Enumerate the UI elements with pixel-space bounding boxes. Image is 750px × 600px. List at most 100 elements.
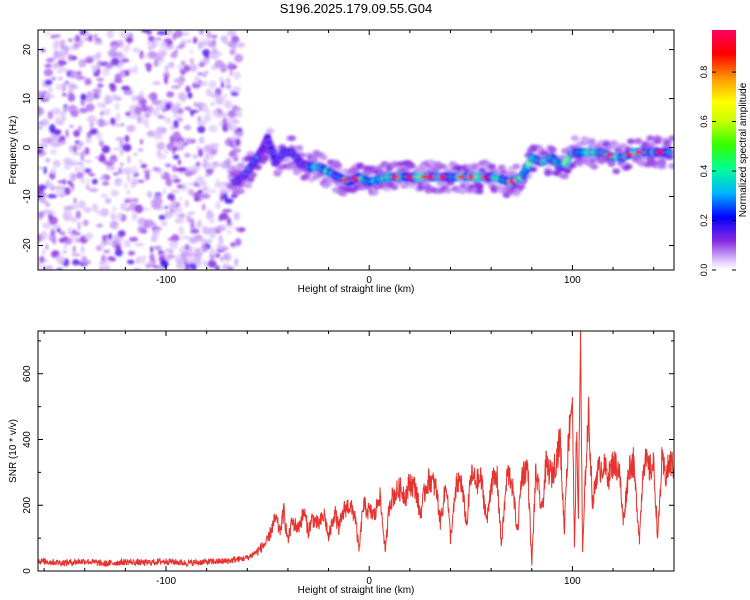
heatmap-cell (189, 63, 198, 72)
heatmap-cell (113, 213, 117, 222)
heatmap-cell (227, 137, 231, 147)
heatmap-cell (121, 85, 131, 91)
heatmap-cell (52, 237, 57, 245)
heatmap-cell (164, 210, 173, 219)
heatmap-cell (137, 217, 146, 226)
heatmap-cell (126, 173, 131, 183)
heatmap-cell (140, 163, 148, 169)
heatmap-cell (164, 248, 173, 253)
heatmap-cell (53, 34, 61, 38)
heatmap-cell (184, 265, 191, 270)
heatmap-cell (63, 157, 73, 164)
heatmap-cell (101, 145, 111, 154)
heatmap-cell (86, 115, 97, 123)
heatmap-cell (201, 203, 206, 211)
heatmap-cell (38, 256, 45, 263)
heatmap-cell (228, 62, 234, 71)
heatmap-cell (214, 60, 224, 68)
heatmap-cell (612, 168, 621, 175)
colorbar-label: Normalized spectral amplitude (738, 82, 749, 217)
heatmap-cell (205, 173, 209, 178)
heatmap-cell (230, 242, 236, 247)
heatmap-cell (220, 35, 228, 43)
y-tick-label: 10 (22, 93, 33, 105)
heatmap-cell (653, 138, 662, 145)
heatmap-cell (57, 180, 63, 184)
heatmap-cell (512, 163, 521, 170)
colorbar-gradient (712, 30, 736, 270)
heatmap-cell (48, 85, 53, 94)
heatmap-cell (230, 91, 239, 97)
heatmap-cell (143, 169, 151, 174)
heatmap-cell (224, 198, 234, 204)
heatmap-cell (155, 126, 166, 135)
heatmap-cell (122, 44, 130, 53)
heatmap-cell (174, 102, 181, 109)
heatmap-cell (52, 159, 61, 168)
heatmap-cell (152, 107, 159, 117)
colorbar-tick-label: 0.2 (699, 214, 709, 227)
heatmap-cell (144, 123, 150, 129)
heatmap-cell (163, 149, 169, 155)
heatmap-cell (100, 193, 109, 198)
heatmap-cell (172, 154, 180, 160)
heatmap-cell (244, 182, 253, 189)
heatmap-cell (158, 214, 166, 221)
heatmap-cell (544, 170, 552, 177)
heatmap-cell (177, 77, 184, 87)
heatmap-cell (235, 138, 241, 146)
heatmap-cell (51, 227, 56, 231)
heatmap-cell (137, 179, 145, 184)
heatmap-cell (40, 138, 51, 142)
heatmap-cell (154, 59, 158, 68)
heatmap-cell (75, 75, 86, 81)
heatmap-cell (71, 217, 77, 223)
heatmap-cell (178, 212, 186, 219)
heatmap-cell (205, 168, 214, 173)
heatmap-cell (59, 231, 66, 235)
heatmap-cell (78, 107, 88, 114)
heatmap-cell (55, 189, 65, 196)
heatmap-cell (115, 112, 121, 122)
heatmap-cell (127, 32, 134, 39)
heatmap-cell (82, 220, 89, 225)
heatmap-cell (219, 193, 224, 202)
heatmap-cell (475, 183, 484, 190)
heatmap-cell (127, 242, 131, 247)
heatmap-cell (221, 81, 224, 89)
heatmap-cell (166, 91, 175, 98)
heatmap-cell (668, 163, 674, 170)
heatmap-cell (71, 253, 81, 257)
heatmap-cell (80, 176, 85, 185)
heatmap-cell (235, 107, 242, 112)
heatmap-cell (164, 205, 168, 210)
heatmap-cell (174, 49, 178, 54)
heatmap-cell (88, 173, 96, 177)
heatmap-hotspot (405, 175, 414, 179)
heatmap-cell (120, 162, 124, 167)
snr-ylabel: SNR (10 * v/v) (8, 419, 19, 483)
heatmap-cell (199, 136, 205, 144)
heatmap-cell (55, 254, 65, 264)
heatmap-cell (46, 58, 54, 63)
heatmap-cell (195, 161, 201, 167)
heatmap-cell (177, 107, 184, 115)
heatmap-cell (216, 225, 226, 232)
heatmap-hotspot (625, 152, 634, 157)
heatmap-cell (186, 258, 193, 265)
heatmap-cell (52, 143, 60, 147)
heatmap-cell (144, 171, 150, 181)
heatmap-cell (587, 138, 596, 144)
heatmap-cell (110, 57, 120, 66)
heatmap-cell (208, 124, 218, 133)
heatmap-cell (419, 167, 428, 174)
heatmap-cell (198, 79, 202, 84)
heatmap-cell (236, 131, 243, 137)
heatmap-cell (133, 152, 137, 157)
heatmap-cell (75, 210, 81, 219)
heatmap-cell (38, 262, 42, 270)
heatmap-cell (156, 103, 166, 111)
heatmap-cell (110, 84, 117, 93)
heatmap-cell (73, 197, 77, 204)
heatmap-cell (83, 168, 92, 174)
